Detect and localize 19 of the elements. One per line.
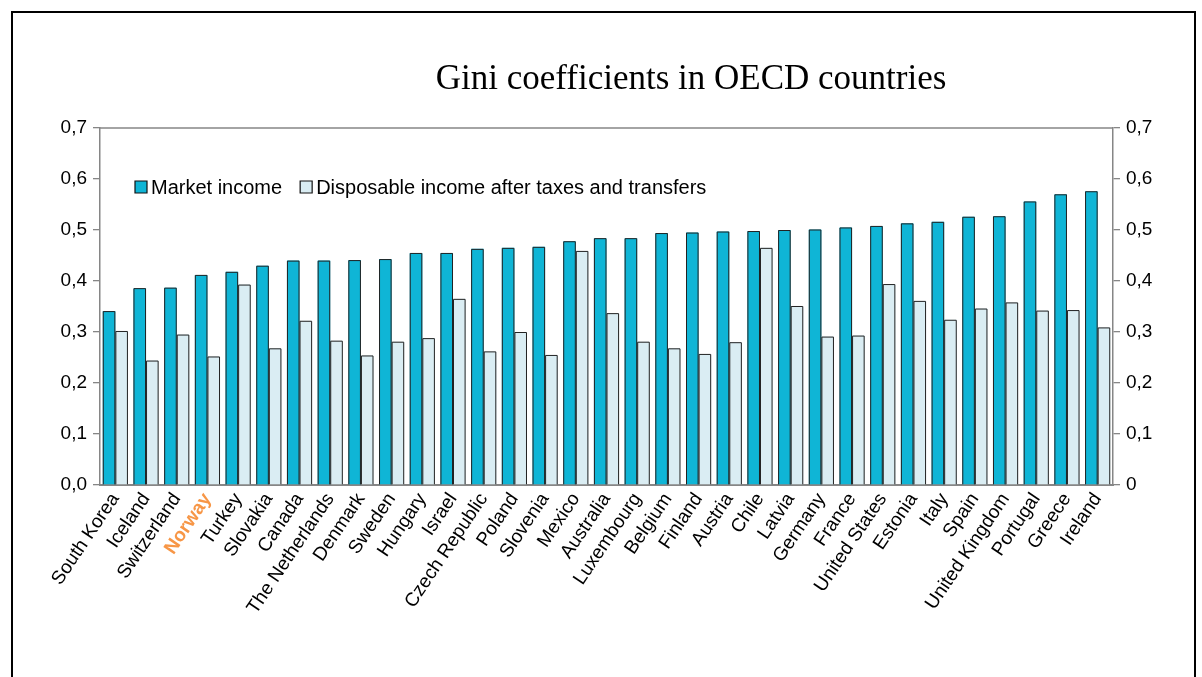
y-tick-label: 0,4 <box>60 269 88 291</box>
legend-label: Market income <box>151 175 283 198</box>
y2-tick-label: 0,5 <box>1126 218 1153 240</box>
y2-tick-label: 0,1 <box>1126 422 1153 444</box>
y-tick-label: 0,1 <box>60 422 87 444</box>
y2-tick-label: 0,3 <box>1126 320 1153 342</box>
y2-tick-label: 0,2 <box>1126 371 1153 393</box>
y2-tick-label: 0 <box>1126 473 1137 495</box>
y2-tick-label: 0,7 <box>1126 116 1153 138</box>
y-tick-label: 0,6 <box>60 167 87 189</box>
y2-tick-label: 0,6 <box>1126 167 1153 189</box>
chart-title: Gini coefficients in OECD countries <box>435 58 947 98</box>
y-tick-label: 0,5 <box>60 218 87 240</box>
y2-tick-label: 0,4 <box>1126 269 1153 291</box>
legend-label: Disposable income after taxes and transfers <box>316 175 707 198</box>
y-tick-label: 0,2 <box>60 371 87 393</box>
y-tick-label: 0,3 <box>60 320 87 342</box>
y-tick-label: 0,0 <box>60 473 87 495</box>
y-tick-label: 0,7 <box>60 116 87 138</box>
